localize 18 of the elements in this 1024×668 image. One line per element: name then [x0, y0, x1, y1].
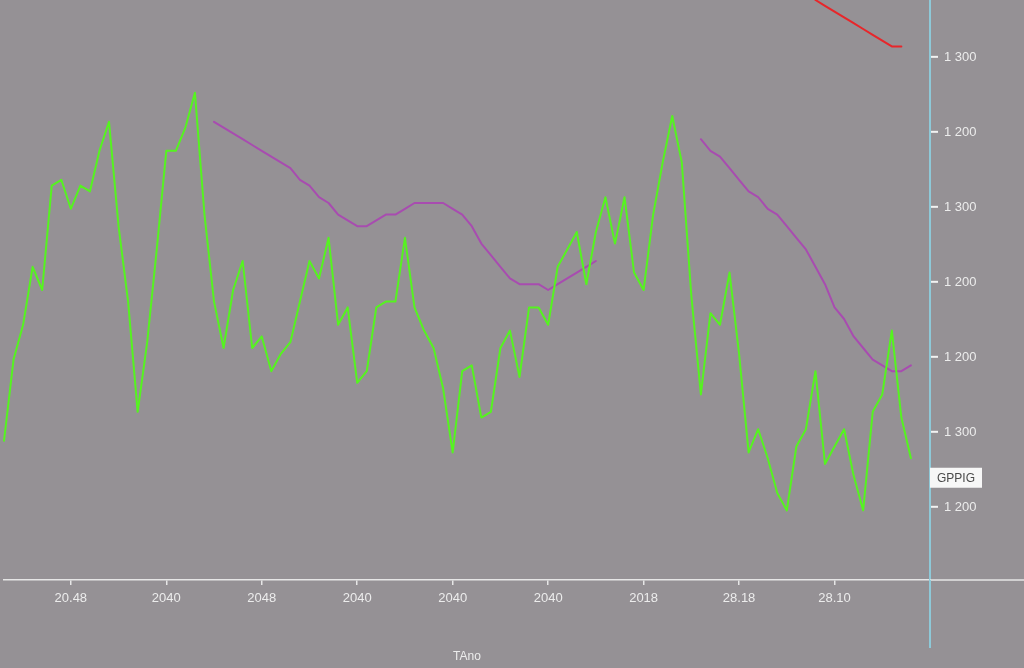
x-tick-label: 2040 — [438, 590, 468, 606]
x-tick-label: 2018 — [629, 590, 659, 606]
text: 1 300 — [944, 49, 977, 65]
text: 1 300 — [944, 199, 977, 215]
x-tick-label: 2040 — [151, 590, 181, 606]
text: 1 300 — [944, 424, 977, 440]
x-tick-label: 2048 — [247, 590, 277, 606]
x-tick-label: 28.18 — [722, 590, 756, 606]
text: 1 200 — [944, 499, 977, 515]
x-tick-label: 2040 — [533, 590, 563, 606]
x-axis-title: TAno — [453, 649, 482, 664]
text: 1 200 — [944, 274, 977, 290]
x-tick-label: 2040 — [342, 590, 372, 606]
text: 1 200 — [944, 349, 977, 365]
text: 1 200 — [944, 124, 977, 140]
x-tick-label: 20.48 — [54, 590, 88, 606]
text: GPPIG — [937, 471, 976, 486]
x-tick-label: 28.10 — [818, 590, 851, 606]
